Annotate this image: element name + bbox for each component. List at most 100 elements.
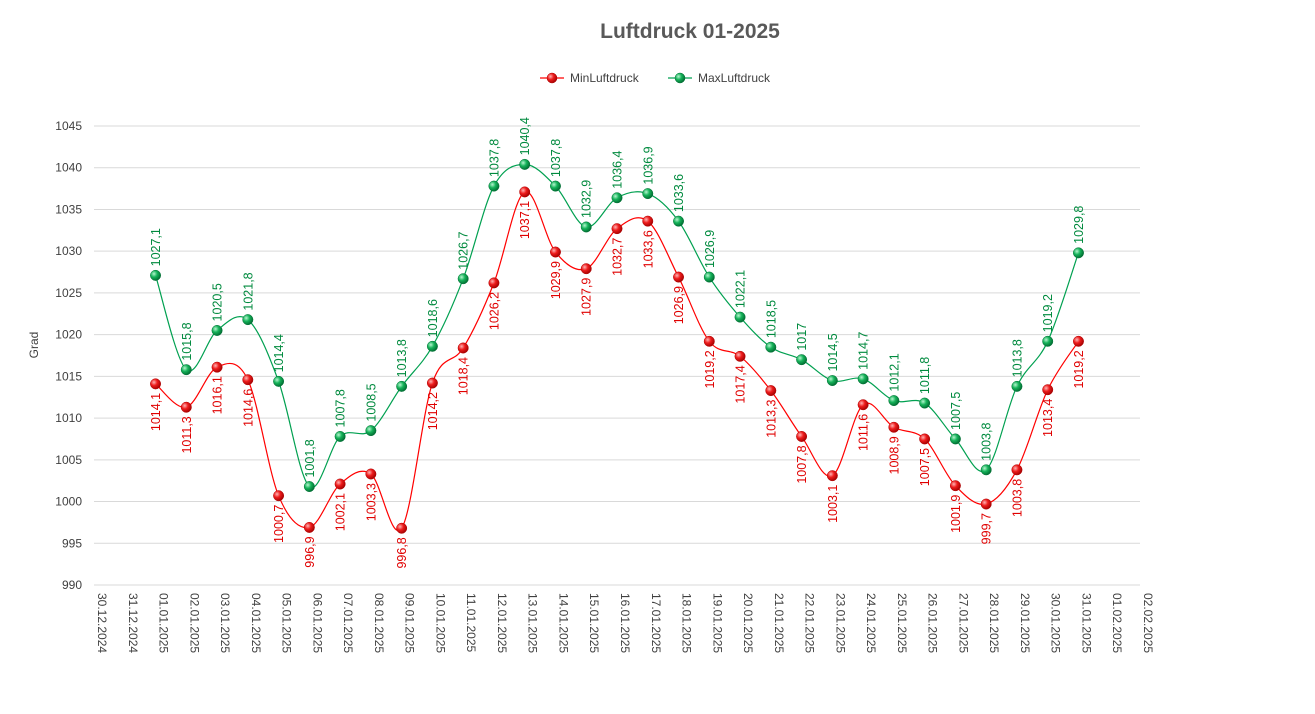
data-point-min <box>919 433 931 445</box>
x-tick-label: 04.01.2025 <box>249 593 263 653</box>
y-tick-label: 1030 <box>55 244 82 258</box>
y-tick-label: 1015 <box>55 369 82 383</box>
data-point-min <box>765 385 777 397</box>
data-point-min <box>180 401 192 413</box>
data-label-max: 1026,9 <box>703 230 717 268</box>
x-tick-label: 03.01.2025 <box>218 593 232 653</box>
data-label-min: 1026,2 <box>487 292 501 330</box>
data-label-min: 1027,9 <box>580 278 594 316</box>
data-point-min <box>396 522 408 534</box>
data-point-max <box>273 375 285 387</box>
data-point-min <box>611 223 623 235</box>
data-point-max <box>1011 380 1023 392</box>
data-label-max: 1008,5 <box>364 383 378 421</box>
data-label-max: 1014,4 <box>272 334 286 372</box>
data-label-max: 1013,8 <box>395 339 409 377</box>
x-tick-label: 07.01.2025 <box>341 593 355 653</box>
data-label-max: 1040,4 <box>518 117 532 155</box>
data-label-min: 1003,1 <box>826 485 840 523</box>
data-label-min: 999,7 <box>980 513 994 544</box>
x-tick-label: 19.01.2025 <box>710 593 724 653</box>
y-tick-label: 1010 <box>55 411 82 425</box>
data-point-max <box>580 221 592 233</box>
x-tick-label: 02.01.2025 <box>187 593 201 653</box>
data-label-max: 1017 <box>795 323 809 351</box>
data-point-max <box>488 180 500 192</box>
data-point-min <box>734 350 746 362</box>
data-label-min: 1007,5 <box>918 448 932 486</box>
data-point-max <box>888 395 900 407</box>
x-tick-label: 06.01.2025 <box>310 593 324 653</box>
data-label-max: 1011,8 <box>918 357 932 394</box>
data-point-min <box>242 374 254 386</box>
data-point-min <box>426 377 438 389</box>
data-labels: 1014,1 1011,3 1016,1 1014,6 1000,7 996,9 1002,… <box>149 117 1086 568</box>
data-label-max: 1026,7 <box>457 231 471 269</box>
data-point-max <box>303 481 315 492</box>
data-point-min <box>703 335 715 347</box>
data-label-min: 1017,4 <box>734 365 748 403</box>
x-tick-label: 26.01.2025 <box>926 593 940 653</box>
data-point-min <box>1073 335 1084 347</box>
data-point-max <box>211 325 223 336</box>
data-label-min: 1033,6 <box>641 230 655 268</box>
x-tick-label: 20.01.2025 <box>741 593 755 653</box>
x-tick-label: 30.12.2024 <box>95 593 109 653</box>
x-tick-label: 09.01.2025 <box>403 593 417 653</box>
data-label-min: 1003,3 <box>364 483 378 521</box>
data-point-min <box>673 271 684 283</box>
data-point-min <box>580 263 592 275</box>
data-label-min: 1000,7 <box>272 505 286 543</box>
data-point-max <box>980 464 992 476</box>
data-label-max: 1018,5 <box>764 300 778 338</box>
data-label-min: 1013,3 <box>764 400 778 438</box>
data-label-min: 1013,4 <box>1041 399 1055 437</box>
data-label-min: 1011,3 <box>180 416 194 453</box>
y-axis-label: Grad <box>27 332 41 359</box>
data-point-max <box>703 271 715 283</box>
data-point-min <box>642 215 654 227</box>
x-tick-label: 21.01.2025 <box>772 593 786 653</box>
data-label-max: 1014,5 <box>826 333 840 371</box>
x-axis-ticks: 30.12.2024 31.12.2024 01.01.2025 02.01.2025… <box>95 593 1155 653</box>
data-point-max <box>365 425 377 437</box>
data-label-max: 1036,4 <box>611 150 625 188</box>
data-point-max <box>242 314 254 326</box>
data-label-max: 1032,9 <box>580 180 594 218</box>
data-label-min: 1011,6 <box>857 414 871 451</box>
data-label-max: 1015,8 <box>180 322 194 360</box>
data-point-max <box>334 431 346 442</box>
y-tick-label: 1045 <box>55 119 82 133</box>
x-tick-label: 01.02.2025 <box>1110 593 1124 653</box>
x-tick-label: 30.01.2025 <box>1049 593 1063 653</box>
x-tick-label: 13.01.2025 <box>526 593 540 653</box>
data-point-min <box>949 480 961 492</box>
data-point-max <box>550 180 561 192</box>
data-label-min: 1003,8 <box>1010 479 1024 517</box>
data-label-min: 1019,2 <box>703 350 717 388</box>
data-point-min <box>1042 384 1054 396</box>
data-label-min: 1029,9 <box>549 261 563 299</box>
data-point-min <box>488 277 500 289</box>
data-label-min: 1018,4 <box>457 357 471 395</box>
data-point-max <box>919 397 931 409</box>
data-label-max: 1021,8 <box>241 272 255 310</box>
data-label-min: 1016,1 <box>211 376 225 414</box>
data-label-max: 1003,8 <box>980 423 994 461</box>
data-point-min <box>150 378 161 390</box>
data-point-max <box>949 433 961 445</box>
data-label-max: 1037,8 <box>549 139 563 177</box>
data-label-max: 1019,2 <box>1041 294 1055 332</box>
data-point-min <box>550 246 561 258</box>
data-point-min <box>519 186 531 198</box>
data-point-max <box>1073 247 1084 259</box>
x-tick-label: 24.01.2025 <box>864 593 878 653</box>
y-tick-label: 990 <box>62 578 82 592</box>
data-point-max <box>457 273 469 285</box>
data-point-max <box>857 373 869 385</box>
data-point-max <box>519 158 531 170</box>
x-tick-label: 12.01.2025 <box>495 593 509 653</box>
data-point-min <box>303 521 315 533</box>
data-label-max: 1027,1 <box>149 228 163 266</box>
data-label-min: 1002,1 <box>334 493 348 531</box>
